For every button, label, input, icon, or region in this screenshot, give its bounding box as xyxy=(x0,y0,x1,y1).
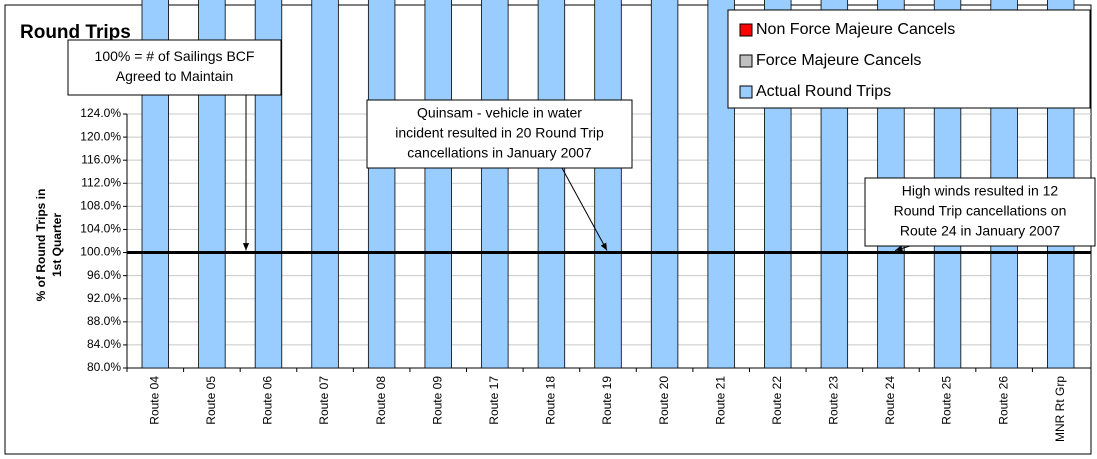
x-tick-label: Route 20 xyxy=(657,376,671,425)
x-tick-label: Route 04 xyxy=(147,376,161,425)
y-tick-label: 108.0% xyxy=(80,199,121,213)
y-tick-label: 120.0% xyxy=(80,129,121,143)
y-tick-label: 116.0% xyxy=(81,152,121,166)
y-tick-label: 84.0% xyxy=(87,337,121,351)
y-axis-title-line: 1st Quarter xyxy=(50,213,64,277)
annotation-box xyxy=(67,39,282,96)
y-tick-label: 100.0% xyxy=(80,245,121,259)
x-tick-label: Route 19 xyxy=(600,376,614,425)
arrow-head xyxy=(242,243,250,251)
annotation-box xyxy=(366,99,633,169)
y-tick-label: 96.0% xyxy=(87,268,121,282)
x-tick-label: MNR Rt Grp xyxy=(1053,376,1067,442)
annotation-box xyxy=(864,177,1096,247)
y-tick-label: 124.0% xyxy=(80,106,121,120)
arrow-head xyxy=(895,245,903,252)
y-axis-title-line: % of Round Trips in xyxy=(34,189,48,302)
x-tick-label: Route 25 xyxy=(940,376,954,425)
legend-swatch xyxy=(739,54,753,68)
y-tick-label: 112.0% xyxy=(81,175,121,189)
legend-label: Force Majeure Cancels xyxy=(756,52,921,69)
annotation-text: cancellations in January 2007 xyxy=(407,145,592,161)
legend-label: Non Force Majeure Cancels xyxy=(756,21,955,38)
chart-title: Round Trips xyxy=(20,22,131,43)
x-tick-label: Route 22 xyxy=(770,376,784,425)
x-tick-label: Route 06 xyxy=(261,376,275,425)
y-axis-title: % of Round Trips in 1st Quarter xyxy=(34,189,64,302)
bar-segment xyxy=(424,0,452,369)
annotation-text: Round Trip cancellations on xyxy=(894,203,1067,219)
annotation-text: Quinsam - vehicle in water xyxy=(417,105,582,121)
y-tick-label: 92.0% xyxy=(87,291,121,305)
y-tick-label: 104.0% xyxy=(80,222,121,236)
x-tick-label: Route 05 xyxy=(204,376,218,425)
arrow-head xyxy=(600,242,607,251)
x-tick-label: Route 18 xyxy=(544,376,558,425)
annotation-text: Route 24 in January 2007 xyxy=(900,223,1061,239)
x-tick-label: Route 21 xyxy=(713,376,727,425)
bar-segment xyxy=(481,0,509,369)
x-tick-label: Route 26 xyxy=(996,376,1010,425)
legend-box xyxy=(727,9,1091,109)
bar-segment xyxy=(537,0,566,369)
bar-segment xyxy=(311,0,339,369)
x-tick-label: Route 08 xyxy=(374,376,388,425)
y-tick-label: 80.0% xyxy=(87,360,121,374)
legend-label: Actual Round Trips xyxy=(756,83,891,100)
bar-segment xyxy=(594,0,622,369)
legend-swatch xyxy=(739,85,753,99)
bar-segment xyxy=(367,0,396,369)
legend-swatch xyxy=(739,23,753,37)
annotation-text: High winds resulted in 12 xyxy=(902,183,1059,199)
x-tick-label: Route 17 xyxy=(487,376,501,425)
annotation-text: incident resulted in 20 Round Trip xyxy=(395,125,604,141)
x-tick-label: Route 07 xyxy=(317,376,331,425)
x-tick-label: Route 24 xyxy=(883,376,897,425)
annotation-text: Agreed to Maintain xyxy=(116,68,234,84)
x-tick-label: Route 09 xyxy=(430,376,444,425)
annotation-text: 100% = # of Sailings BCF xyxy=(95,48,255,64)
y-tick-label: 88.0% xyxy=(87,314,121,328)
annotation-arrow xyxy=(561,167,608,251)
bar-segment xyxy=(650,0,679,369)
x-tick-label: Route 23 xyxy=(827,376,841,425)
